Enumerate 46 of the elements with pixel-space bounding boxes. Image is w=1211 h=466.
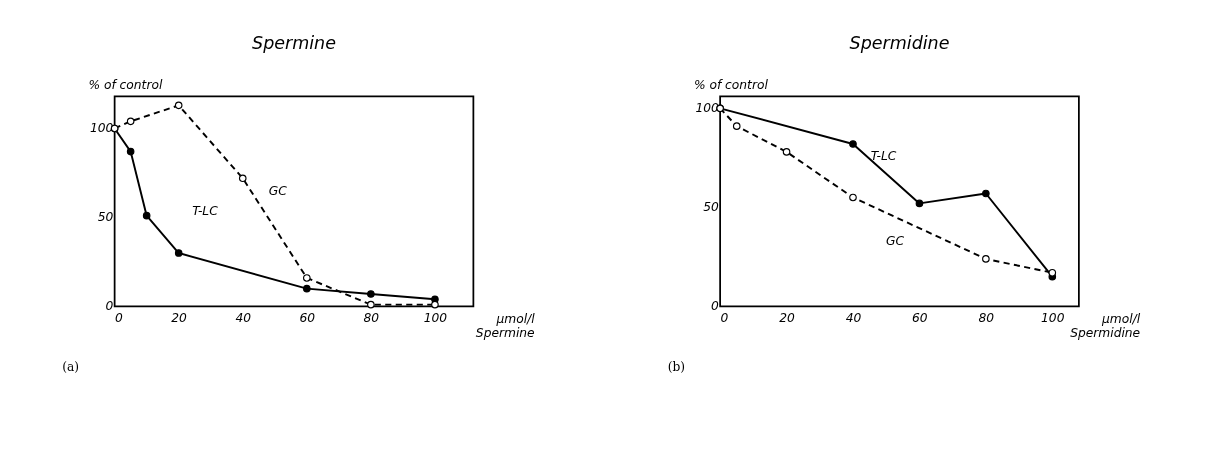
y-tick-label: 0	[105, 299, 114, 314]
series-label: T-LC	[870, 148, 897, 163]
point	[367, 300, 375, 309]
x-tick-label: 20	[779, 310, 795, 325]
x-tick-label: 0	[115, 310, 124, 325]
x-tick-label: 80	[363, 310, 380, 325]
point	[142, 211, 151, 220]
point	[1048, 268, 1057, 277]
chart-title: Spermine	[252, 33, 336, 54]
x-tick-label: 40	[235, 310, 252, 325]
point	[126, 147, 135, 156]
text: (b)	[667, 360, 686, 375]
x-tick-label: 40	[845, 310, 862, 325]
x-tick-label: 60	[299, 310, 316, 325]
y-tick-label: 100	[695, 101, 720, 116]
y-axis-title: % of control	[693, 77, 769, 92]
y-tick-label: 50	[703, 200, 720, 215]
x-axis-title: μmol/l Spermidine	[1070, 312, 1141, 341]
series-label: GC	[885, 233, 905, 248]
point	[982, 255, 990, 263]
point	[782, 148, 791, 156]
point	[303, 274, 311, 282]
point	[303, 284, 311, 293]
x-tick-label: 80	[978, 310, 995, 325]
y-tick-label: 50	[97, 210, 114, 225]
point	[732, 122, 741, 130]
text: (a)	[62, 360, 79, 375]
point	[238, 174, 247, 183]
point	[915, 199, 924, 208]
x-tick-label: 60	[912, 310, 928, 325]
chart-title: Spermidine	[849, 33, 950, 54]
series-label: GC	[268, 183, 288, 198]
point	[849, 140, 857, 148]
y-axis-title: % of control	[88, 77, 163, 92]
x-axis-title: μmol/l Spermine	[475, 312, 536, 341]
x-tick-label: 100	[423, 310, 448, 325]
x-tick-label: 20	[171, 310, 188, 325]
point	[174, 101, 183, 110]
point	[982, 189, 990, 198]
point	[174, 249, 183, 257]
point	[849, 193, 857, 202]
y-tick-label: 0	[711, 299, 720, 314]
point	[367, 290, 375, 298]
point	[126, 117, 135, 126]
text: T-LC	[192, 203, 219, 218]
x-tick-label: 100	[1041, 310, 1065, 325]
